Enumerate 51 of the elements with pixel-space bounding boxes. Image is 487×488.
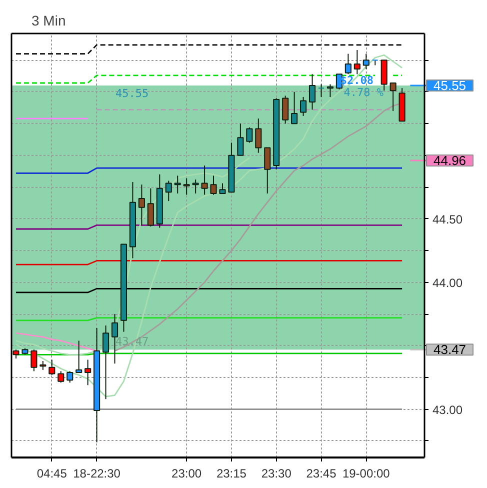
candlestick xyxy=(372,60,378,66)
candlestick xyxy=(66,370,74,384)
candlestick xyxy=(58,370,64,384)
candlestick xyxy=(282,95,289,124)
x-tick-label: 23:30 xyxy=(261,466,292,480)
x-tick-label: 23:15 xyxy=(216,466,247,480)
candlestick xyxy=(30,349,38,372)
candlestick xyxy=(237,123,244,156)
annotation: 45.55 xyxy=(116,87,149,100)
candlestick xyxy=(318,84,325,98)
x-tick-label: 23:45 xyxy=(306,466,337,480)
candlestick xyxy=(210,175,217,196)
annotation: 43.47 xyxy=(116,335,149,348)
candlestick xyxy=(48,359,56,376)
line-series xyxy=(15,54,403,398)
y-tick-label: 44.00 xyxy=(432,276,463,290)
candlestick xyxy=(326,84,334,98)
candlestick xyxy=(138,184,145,226)
candlestick xyxy=(84,359,92,386)
candlestick xyxy=(354,50,360,75)
candlestick xyxy=(102,324,110,400)
ref-line-label: 44.96 xyxy=(434,152,466,168)
candlestick xyxy=(219,182,226,194)
candlestick xyxy=(165,180,172,202)
candlestick xyxy=(201,165,208,196)
candlestick xyxy=(264,147,271,194)
candlestick xyxy=(147,188,154,227)
annotation: 4.78 % xyxy=(344,86,384,100)
line-series xyxy=(15,332,98,352)
candlestick xyxy=(174,175,181,194)
candlestick xyxy=(390,82,396,112)
candlestick xyxy=(255,118,262,154)
candlestick xyxy=(246,126,253,144)
candlestick xyxy=(362,53,370,70)
candlestick xyxy=(344,53,352,75)
candlestick xyxy=(291,91,298,124)
candlestick xyxy=(192,178,199,194)
y-tick-label: 43.00 xyxy=(432,402,463,417)
chart-title: 3 Min xyxy=(32,12,66,28)
x-tick-label: 04:45 xyxy=(36,466,68,480)
candlestick xyxy=(336,74,342,90)
candlestick xyxy=(300,96,307,117)
x-tick-label: 18-22:30 xyxy=(73,466,121,480)
y-tick-label: 44.50 xyxy=(432,212,463,226)
ref-line-label: 45.55 xyxy=(434,78,466,94)
candlestick xyxy=(308,74,316,110)
candlestick xyxy=(183,178,190,196)
candlestick xyxy=(76,340,82,373)
x-tick-label: 23:00 xyxy=(172,466,202,480)
x-tick-label: 19-00:00 xyxy=(342,466,390,480)
ref-line-label: 43.47 xyxy=(434,342,466,358)
